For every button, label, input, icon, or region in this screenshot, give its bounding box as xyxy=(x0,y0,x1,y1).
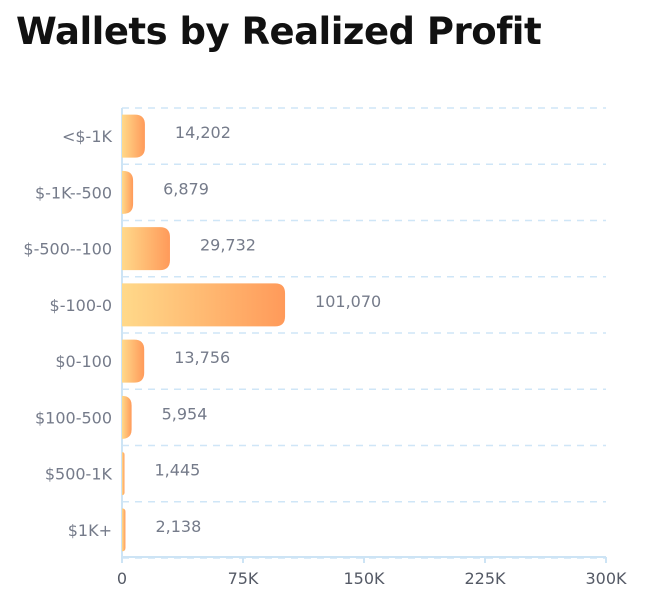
category-label: $-500--100 xyxy=(23,240,112,259)
value-label: 14,202 xyxy=(175,123,231,142)
x-tick-label: 0 xyxy=(117,569,127,588)
category-label: $0-100 xyxy=(55,352,112,371)
chart-title: Wallets by Realized Profit xyxy=(16,10,542,53)
bar xyxy=(122,339,145,383)
value-label: 5,954 xyxy=(162,404,208,423)
x-tick-label: 300K xyxy=(585,569,627,588)
x-tick-label: 150K xyxy=(343,569,385,588)
value-label: 2,138 xyxy=(155,517,201,536)
x-tick-label: 225K xyxy=(464,569,506,588)
value-label: 6,879 xyxy=(163,179,209,198)
grid-lines xyxy=(122,107,606,559)
bar xyxy=(122,508,126,552)
category-label: $1K+ xyxy=(68,521,112,540)
x-tick-label: 75K xyxy=(228,569,259,588)
category-label: <$-1K xyxy=(62,127,113,146)
bar xyxy=(122,452,125,496)
bar xyxy=(122,114,145,158)
category-label: $100-500 xyxy=(35,408,112,427)
category-label: $-100-0 xyxy=(50,296,112,315)
labels: <$-1K 14,202 $-1K--500 6,879 $-500--100 29,73… xyxy=(23,123,381,540)
value-label: 101,070 xyxy=(315,292,381,311)
bar xyxy=(122,395,132,439)
bar xyxy=(122,227,170,271)
value-label: 1,445 xyxy=(155,461,201,480)
category-label: $-1K--500 xyxy=(35,183,112,202)
category-label: $500-1K xyxy=(45,465,113,484)
bars xyxy=(122,114,286,552)
bar xyxy=(122,170,134,214)
value-label: 13,756 xyxy=(174,348,230,367)
bar xyxy=(122,283,286,327)
value-label: 29,732 xyxy=(200,236,256,255)
